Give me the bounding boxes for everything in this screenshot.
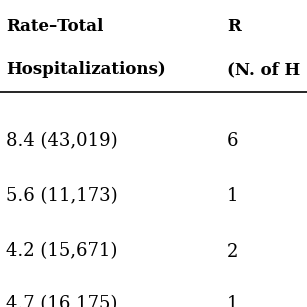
Text: 8.4 (43,019): 8.4 (43,019) — [6, 132, 118, 150]
Text: 4.7 (16,175): 4.7 (16,175) — [6, 295, 118, 307]
Text: 2: 2 — [227, 243, 239, 261]
Text: 5.6 (11,173): 5.6 (11,173) — [6, 187, 118, 205]
Text: 4.2 (15,671): 4.2 (15,671) — [6, 243, 118, 261]
Text: 1: 1 — [227, 295, 239, 307]
Text: 6: 6 — [227, 132, 239, 150]
Text: (N. of H: (N. of H — [227, 61, 301, 78]
Text: Rate–Total: Rate–Total — [6, 18, 103, 35]
Text: Hospitalizations): Hospitalizations) — [6, 61, 166, 78]
Text: 1: 1 — [227, 187, 239, 205]
Text: R: R — [227, 18, 241, 35]
